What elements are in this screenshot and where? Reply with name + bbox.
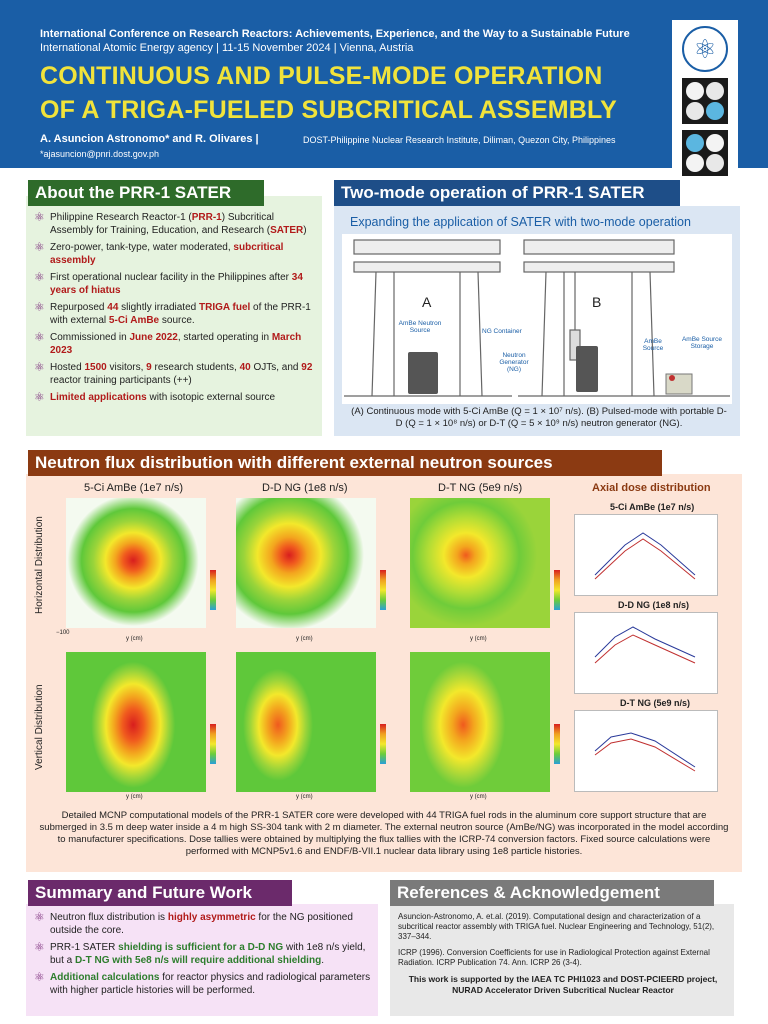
col-title-dt: D-T NG (5e9 n/s) <box>438 482 523 494</box>
list-item: ⚛ First operational nuclear facility in t… <box>34 270 303 296</box>
twomode-section: Expanding the application of SATER with … <box>334 206 740 436</box>
ambe-source-label: AmBe Source <box>642 338 664 352</box>
affiliation: DOST-Philippine Nuclear Research Institu… <box>303 135 616 145</box>
refs-heading: References & Acknowledgement <box>390 880 714 906</box>
label-a: A <box>422 294 432 310</box>
atom-icon: ⚛ <box>34 330 45 344</box>
label-b: B <box>592 294 602 310</box>
atom-icon: ⚛ <box>34 360 45 374</box>
atom-icon: ⚛ <box>34 240 45 254</box>
poster-title-line2: OF A TRIGA-FUELED SUBCRITICAL ASSEMBLY <box>40 96 618 124</box>
x-axis-label: y (cm) <box>126 636 143 642</box>
reactor-diagram <box>344 239 730 397</box>
row-label-vertical: Vertical Distribution <box>34 684 45 770</box>
colorbar <box>210 570 216 610</box>
iaea-emblem-icon: ⚛ <box>682 26 728 72</box>
summary-section: ⚛ Neutron flux distribution is highly asy… <box>26 904 378 1016</box>
flux-map-ambe-vertical <box>66 652 206 792</box>
list-item: ⚛ Zero-power, tank-type, water moderated,… <box>34 240 284 266</box>
dose-title-dd: D-D NG (1e8 n/s) <box>618 600 690 610</box>
x-axis-label: y (cm) <box>296 636 313 642</box>
atom-icon: ⚛ <box>34 970 45 984</box>
x-axis-label: y (cm) <box>126 794 143 800</box>
atom-icon: ⚛ <box>34 210 45 224</box>
flux-section: 5-Ci AmBe (1e7 n/s) D-D NG (1e8 n/s) D-T… <box>26 474 742 872</box>
list-item: ⚛ Limited applications with isotopic exte… <box>34 390 276 404</box>
flux-map-dd-horizontal <box>236 498 376 628</box>
atom-icon: ⚛ <box>34 910 45 924</box>
about-section: ⚛ Philippine Research Reactor-1 (PRR-1) S… <box>26 196 322 436</box>
neutron-generator-label: Neutron Generator (NG) <box>499 352 529 373</box>
ng-container-label: NG Container <box>482 328 522 335</box>
flux-map-ambe-horizontal <box>66 498 206 628</box>
axial-dose-title: Axial dose distribution <box>592 482 711 494</box>
dose-title-dt: D-T NG (5e9 n/s) <box>620 698 691 708</box>
dose-plot-dt <box>574 710 718 792</box>
twomode-caption: (A) Continuous mode with 5-Ci AmBe (Q = … <box>351 406 727 429</box>
colorbar <box>554 570 560 610</box>
authors: A. Asuncion Astronomo* and R. Olivares | <box>40 133 259 145</box>
dose-plot-dd <box>574 612 718 694</box>
twomode-subtitle: Expanding the application of SATER with … <box>350 215 691 229</box>
x-axis-label: y (cm) <box>470 794 487 800</box>
twomode-figure: A B AmBe Neutron Source NG Container Neu… <box>342 234 732 404</box>
conference-name: International Conference on Research Rea… <box>40 28 630 40</box>
list-item: ⚛ Neutron flux distribution is highly asy… <box>34 910 353 936</box>
colorbar <box>210 724 216 764</box>
reference-2: ICRP (1996). Conversion Coefficients for… <box>398 948 710 967</box>
atom-icon: ⚛ <box>34 940 45 954</box>
flux-description: Detailed MCNP computational models of th… <box>39 810 729 857</box>
email: *ajasuncion@pnri.dost.gov.ph <box>40 149 160 159</box>
list-item: ⚛ PRR-1 SATER shielding is sufficient for… <box>34 940 366 966</box>
colorbar <box>380 724 386 764</box>
list-item: ⚛ Additional calculations for reactor phy… <box>34 970 371 996</box>
flux-map-dt-horizontal <box>410 498 550 628</box>
list-item: ⚛ Repurposed 44 slightly irradiated TRIGA… <box>34 300 311 326</box>
ambe-storage-label: AmBe Source Storage <box>681 336 723 350</box>
reference-1: Asuncion-Astronomo, A. et.al. (2019). Co… <box>398 912 715 941</box>
organizer-line: International Atomic Energy agency | 11-… <box>40 42 414 54</box>
flux-heading: Neutron flux distribution with different… <box>28 450 662 476</box>
row-label-horizontal: Horizontal Distribution <box>34 516 45 614</box>
flux-map-dt-vertical <box>410 652 550 792</box>
refs-section: Asuncion-Astronomo, A. et.al. (2019). Co… <box>390 904 734 1016</box>
flux-map-dd-vertical <box>236 652 376 792</box>
twomode-heading: Two-mode operation of PRR-1 SATER <box>334 180 680 206</box>
poster-title-line1: CONTINUOUS AND PULSE-MODE OPERATION <box>40 62 603 90</box>
summary-heading: Summary and Future Work <box>28 880 292 906</box>
x-ticks: −100 <box>56 630 70 636</box>
dose-plot-ambe <box>574 514 718 596</box>
atom-icon: ⚛ <box>34 390 45 404</box>
ambe-neutron-source-label: AmBe Neutron Source <box>398 320 442 334</box>
list-item: ⚛ Commissioned in June 2022, started oper… <box>34 330 302 356</box>
atom-icon: ⚛ <box>34 270 45 284</box>
colorbar <box>380 570 386 610</box>
conference-logo-bottom <box>682 130 728 176</box>
about-heading: About the PRR-1 SATER <box>28 180 264 206</box>
dose-title-ambe: 5-Ci AmBe (1e7 n/s) <box>610 502 695 512</box>
colorbar <box>554 724 560 764</box>
iaea-logo-banner: ⚛ <box>672 20 738 196</box>
col-title-ambe: 5-Ci AmBe (1e7 n/s) <box>84 482 184 494</box>
col-title-dd: D-D NG (1e8 n/s) <box>262 482 348 494</box>
acknowledgement: This work is supported by the IAEA TC PH… <box>408 974 718 995</box>
conference-logo-top <box>682 78 728 124</box>
list-item: ⚛ Philippine Research Reactor-1 (PRR-1) S… <box>34 210 307 236</box>
x-axis-label: y (cm) <box>296 794 313 800</box>
poster-header: International Conference on Research Rea… <box>0 0 768 168</box>
atom-icon: ⚛ <box>34 300 45 314</box>
x-axis-label: y (cm) <box>470 636 487 642</box>
list-item: ⚛ Hosted 1500 visitors, 9 research studen… <box>34 360 313 386</box>
